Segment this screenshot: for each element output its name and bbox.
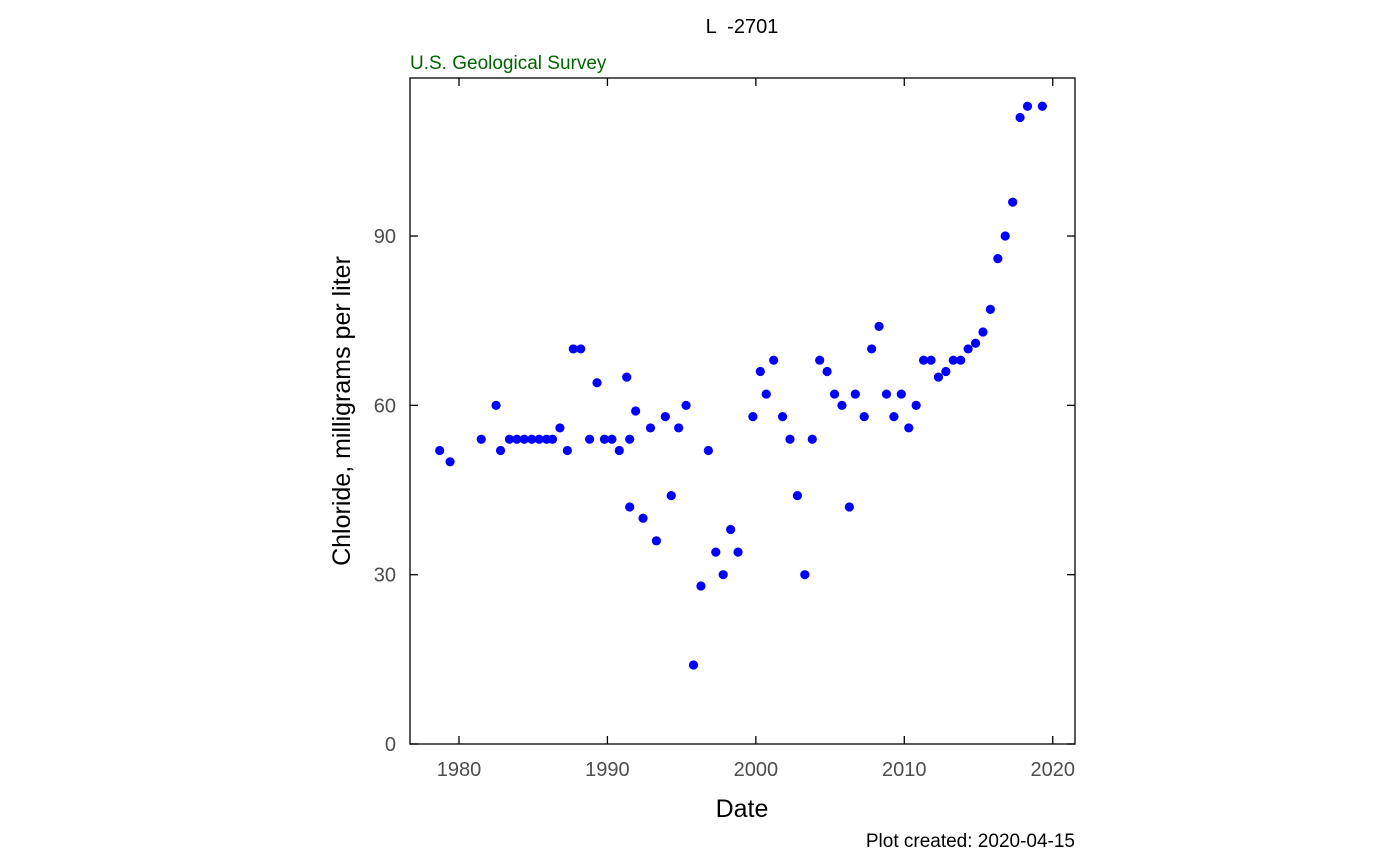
data-point	[660, 412, 670, 422]
data-point	[970, 338, 981, 348]
data-point	[800, 570, 810, 580]
data-point	[733, 547, 743, 557]
data-point	[867, 344, 877, 354]
data-point	[651, 536, 662, 546]
data-point	[889, 412, 899, 422]
y-axis-label: Chloride, milligrams per liter	[328, 256, 356, 566]
data-point	[881, 389, 892, 399]
data-point	[874, 321, 884, 331]
data-point	[963, 344, 973, 354]
data-point	[519, 434, 529, 444]
data-point	[948, 355, 958, 365]
data-point	[769, 355, 779, 365]
data-point	[978, 327, 988, 337]
data-point	[607, 434, 617, 444]
x-tick-label: 2000	[734, 759, 779, 781]
data-point	[576, 344, 586, 354]
data-point	[476, 434, 486, 444]
data-point	[726, 524, 736, 535]
x-tick-label: 2010	[882, 759, 927, 781]
data-point	[761, 389, 771, 399]
data-point	[504, 434, 515, 444]
data-point	[807, 434, 817, 444]
y-tick-label: 30	[374, 565, 396, 587]
data-point	[850, 389, 860, 399]
data-point	[859, 412, 869, 422]
data-point	[688, 660, 699, 670]
data-point	[625, 502, 635, 512]
data-point	[748, 412, 758, 422]
data-point	[666, 491, 676, 501]
data-point	[674, 423, 684, 433]
data-point	[792, 491, 803, 501]
plot-created-note: Plot created: 2020-04-15	[866, 831, 1075, 852]
data-point	[638, 513, 648, 523]
data-point	[491, 400, 501, 410]
data-point	[547, 434, 558, 444]
data-point	[681, 400, 691, 410]
x-tick-label: 1980	[437, 759, 482, 781]
data-point	[822, 366, 832, 377]
data-point	[911, 400, 921, 410]
data-point	[622, 372, 632, 382]
data-point	[718, 570, 728, 580]
y-axis: 0 30 60 90	[374, 226, 1075, 756]
data-point	[1022, 101, 1033, 111]
data-point	[599, 434, 610, 444]
y-tick-label: 60	[374, 395, 396, 417]
data-point	[555, 423, 565, 433]
data-point	[896, 389, 906, 399]
data-point	[755, 366, 765, 377]
data-point	[495, 445, 506, 456]
data-point	[815, 355, 825, 365]
data-point	[844, 502, 854, 512]
data-point	[527, 434, 537, 444]
x-tick-label: 1990	[585, 759, 630, 781]
data-point	[926, 355, 936, 365]
data-point	[703, 445, 713, 456]
data-point	[985, 304, 995, 315]
data-point	[837, 400, 847, 410]
data-point	[435, 445, 445, 456]
x-axis: 1980 1990 2000 2010 2020	[437, 78, 1075, 781]
chart-title: L -2701	[706, 16, 779, 38]
data-point	[445, 457, 455, 467]
data-point	[993, 254, 1003, 264]
data-point	[904, 423, 914, 433]
data-point	[568, 344, 578, 354]
data-point	[1008, 197, 1018, 207]
data-point	[625, 434, 635, 444]
data-point	[941, 366, 951, 377]
y-tick-label: 0	[385, 734, 396, 756]
data-point	[696, 581, 706, 591]
data-point	[512, 434, 522, 444]
data-point	[1037, 101, 1047, 111]
data-point	[785, 434, 795, 444]
y-tick-label: 90	[374, 226, 396, 248]
data-point	[933, 372, 944, 382]
data-points	[435, 101, 1047, 670]
plot-frame	[409, 77, 1076, 745]
data-point	[631, 406, 641, 416]
x-axis-label: Date	[716, 795, 769, 823]
data-point	[645, 423, 656, 433]
data-point	[777, 412, 788, 422]
data-point	[562, 445, 572, 456]
data-point	[614, 445, 624, 456]
chart-subtitle: U.S. Geological Survey	[410, 53, 607, 74]
data-point	[534, 434, 544, 444]
data-point	[592, 378, 602, 388]
data-point	[1000, 231, 1010, 241]
data-point	[829, 389, 840, 399]
x-tick-label: 2020	[1030, 759, 1075, 781]
data-point	[1015, 112, 1025, 123]
data-point	[956, 355, 966, 365]
data-point	[918, 355, 929, 365]
data-point	[711, 547, 721, 557]
data-point	[585, 434, 595, 444]
